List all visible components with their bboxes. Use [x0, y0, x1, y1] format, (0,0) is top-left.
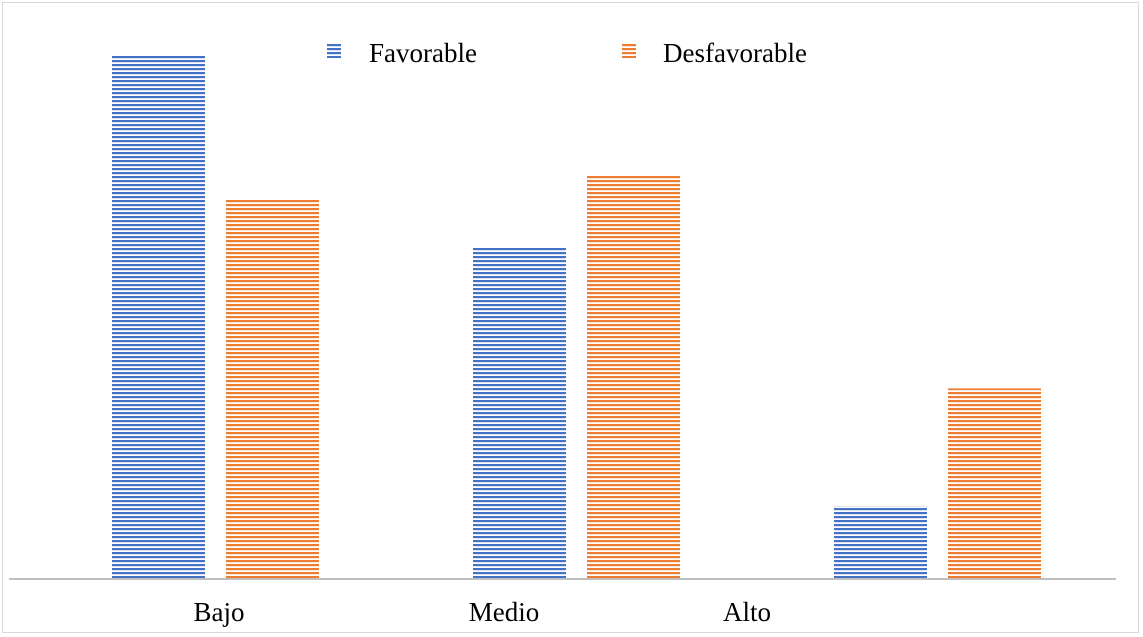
bar-favorable-alto: [834, 506, 927, 578]
x-axis-ticks: Bajo Medio Alto: [194, 597, 772, 627]
bar-desfavorable-medio: [587, 176, 680, 578]
x-tick-label-alto: Alto: [723, 597, 771, 627]
bar-favorable-medio: [473, 248, 566, 578]
legend: Favorable Desfavorable: [327, 38, 807, 68]
legend-label-favorable: Favorable: [369, 38, 477, 68]
x-tick-label-medio: Medio: [469, 597, 540, 627]
plot-area: [112, 56, 1041, 578]
legend-swatch-favorable: [327, 44, 341, 58]
bar-desfavorable-bajo: [226, 200, 319, 578]
legend-swatch-desfavorable: [622, 44, 636, 58]
x-tick-label-bajo: Bajo: [194, 597, 245, 627]
bar-favorable-bajo: [112, 56, 205, 578]
bar-desfavorable-alto: [948, 388, 1041, 578]
legend-label-desfavorable: Desfavorable: [663, 38, 807, 68]
